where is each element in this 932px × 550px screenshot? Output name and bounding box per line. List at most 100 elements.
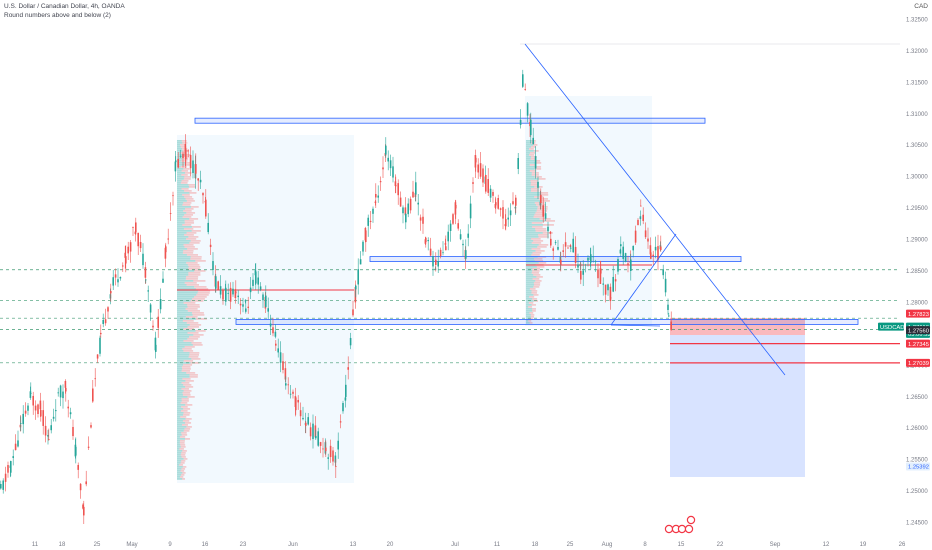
profile-bar-buy bbox=[526, 202, 535, 204]
profile-bar-buy bbox=[177, 394, 183, 396]
candle-body bbox=[632, 245, 634, 251]
profile-bar-buy bbox=[177, 440, 180, 442]
profile-bar-buy bbox=[177, 364, 184, 366]
candle-body bbox=[2, 480, 4, 490]
profile-bar-sell bbox=[181, 398, 189, 400]
profile-bar-buy bbox=[526, 222, 532, 224]
candle-body bbox=[12, 456, 14, 458]
profile-bar-sell bbox=[182, 394, 191, 396]
candle-body bbox=[604, 284, 607, 295]
profile-bar-buy bbox=[177, 210, 184, 212]
candle-body bbox=[499, 208, 502, 210]
candle-body bbox=[267, 308, 269, 312]
candle-body bbox=[375, 194, 377, 198]
candle-body bbox=[482, 168, 484, 183]
profile-bar-sell bbox=[531, 182, 539, 184]
time-tick-label: Jul bbox=[451, 542, 459, 548]
profile-bar-sell bbox=[183, 458, 188, 460]
price-label-bg bbox=[906, 326, 930, 335]
candle-body bbox=[132, 227, 134, 228]
candle-body bbox=[599, 268, 602, 284]
profile-bar-buy bbox=[177, 420, 183, 422]
profile-bar-sell bbox=[536, 210, 548, 212]
profile-bar-buy bbox=[177, 308, 186, 310]
profile-bar-sell bbox=[187, 396, 195, 398]
profile-bar-buy bbox=[177, 322, 187, 324]
profile-bar-buy bbox=[526, 308, 533, 310]
profile-bar-sell bbox=[181, 452, 186, 454]
candle-body bbox=[169, 213, 172, 215]
indicator-title[interactable]: Round numbers above and below (2) bbox=[4, 12, 111, 19]
profile-bar-sell bbox=[538, 262, 547, 264]
profile-bar-buy bbox=[177, 358, 192, 360]
profile-bar-buy bbox=[177, 376, 190, 378]
profile-bar-buy bbox=[177, 390, 184, 392]
profile-bar-sell bbox=[533, 282, 541, 284]
candle-body bbox=[179, 155, 182, 157]
profile-bar-sell bbox=[180, 454, 186, 456]
profile-bar-sell bbox=[182, 216, 192, 218]
profile-bar-buy bbox=[177, 468, 182, 470]
profile-bar-sell bbox=[183, 250, 194, 252]
profile-bar-buy bbox=[177, 174, 182, 176]
profile-bar-sell bbox=[184, 234, 194, 236]
profile-bar-sell bbox=[183, 244, 194, 246]
profile-bar-buy bbox=[177, 382, 182, 384]
profile-bar-sell bbox=[192, 298, 205, 300]
candle-body bbox=[407, 203, 409, 215]
candle-body bbox=[415, 182, 417, 195]
profile-bar-buy bbox=[177, 250, 184, 252]
price-label: 1.27039 bbox=[908, 361, 929, 367]
candle-body bbox=[497, 198, 499, 209]
candle-body bbox=[445, 246, 447, 251]
profile-bar-sell bbox=[538, 234, 549, 236]
profile-bar-sell bbox=[187, 304, 200, 306]
time-tick-label: 26 bbox=[899, 542, 906, 548]
profile-bar-buy bbox=[526, 282, 534, 284]
profile-bar-buy bbox=[177, 378, 183, 380]
candle-body bbox=[137, 232, 139, 247]
candle-body bbox=[312, 423, 314, 440]
price-label: USDCAD bbox=[880, 325, 904, 331]
profile-bar-buy bbox=[177, 346, 185, 348]
candle-body bbox=[315, 435, 317, 439]
profile-bar-buy bbox=[177, 380, 186, 382]
candle-body bbox=[314, 425, 317, 438]
profile-bar-sell bbox=[530, 316, 534, 318]
profile-bar-sell bbox=[188, 184, 196, 186]
candle-body bbox=[452, 214, 454, 224]
profile-bar-sell bbox=[194, 296, 207, 298]
profile-bar-buy bbox=[526, 260, 535, 262]
symbol-title[interactable]: U.S. Dollar / Canadian Dollar, 4h, OANDA bbox=[4, 3, 125, 10]
profile-bar-buy bbox=[526, 304, 532, 306]
candle-body bbox=[465, 250, 467, 259]
profile-bar-buy bbox=[177, 262, 187, 264]
profile-bar-buy bbox=[177, 412, 184, 414]
event-flag-icon bbox=[664, 524, 674, 534]
candle-body bbox=[402, 207, 404, 214]
candle-body bbox=[387, 157, 389, 162]
candle-body bbox=[619, 249, 622, 254]
price-tick-label: 1.28500 bbox=[906, 269, 928, 275]
profile-bar-buy bbox=[177, 286, 195, 288]
candle-body bbox=[27, 405, 29, 411]
take-profit-zone bbox=[670, 335, 805, 477]
candle-body bbox=[102, 319, 104, 324]
profile-bar-buy bbox=[177, 432, 182, 434]
profile-bar-sell bbox=[531, 248, 541, 250]
candle-body bbox=[152, 325, 154, 328]
candle-body bbox=[287, 384, 289, 386]
candle-body bbox=[94, 378, 96, 380]
candle-body bbox=[175, 160, 177, 162]
profile-bar-buy bbox=[526, 296, 530, 298]
candle-body bbox=[127, 246, 129, 254]
profile-bar-buy bbox=[526, 226, 533, 228]
profile-bar-sell bbox=[529, 170, 537, 172]
profile-bar-sell bbox=[184, 246, 195, 248]
price-tick-label: 1.25500 bbox=[906, 458, 928, 464]
profile-bar-sell bbox=[533, 150, 539, 152]
profile-bar-buy bbox=[526, 154, 529, 156]
profile-bar-sell bbox=[184, 428, 191, 430]
candle-body bbox=[199, 179, 202, 183]
